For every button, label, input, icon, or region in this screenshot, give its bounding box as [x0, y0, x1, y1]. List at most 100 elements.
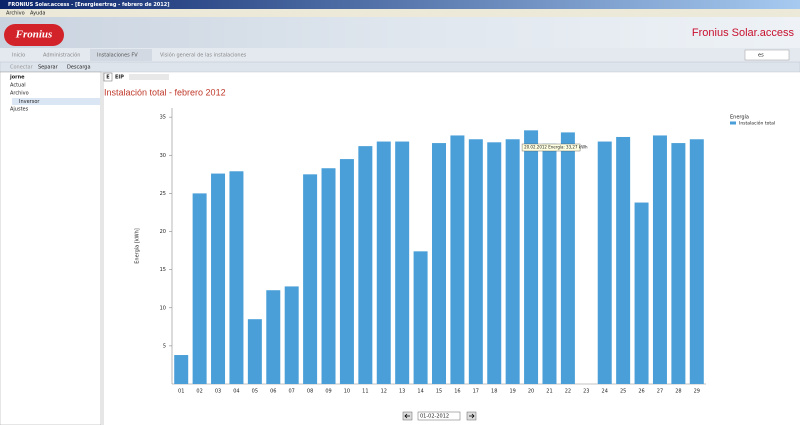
x-tick-label: 07 — [289, 389, 295, 395]
x-tick-label: 16 — [454, 389, 460, 395]
bar — [671, 143, 686, 384]
x-tick-label: 19 — [509, 389, 515, 395]
product-name: Fronius Solar.access — [692, 27, 795, 39]
y-tick-label: 35 — [160, 115, 166, 121]
x-tick-label: 08 — [307, 389, 313, 395]
date-select[interactable] — [417, 411, 461, 421]
menu-item[interactable]: Archivo — [6, 11, 25, 17]
x-tick-label: 15 — [436, 389, 442, 395]
bar — [597, 141, 612, 384]
bar — [266, 290, 281, 384]
language-label: es — [758, 53, 764, 59]
bar — [247, 319, 262, 384]
bar — [303, 174, 318, 384]
tree-selection — [12, 98, 100, 105]
date-value: 01-02-2012 — [420, 414, 449, 420]
toolbar-button[interactable]: Descarga — [67, 65, 91, 71]
x-tick-label: 13 — [399, 389, 405, 395]
bar — [211, 173, 226, 384]
tree-root[interactable]: jorne — [9, 75, 25, 81]
x-tick-label: 04 — [233, 389, 239, 395]
tab[interactable]: Administración — [43, 52, 80, 59]
toolbar — [0, 61, 800, 73]
bar — [616, 136, 631, 384]
x-tick-label: 09 — [325, 389, 331, 395]
tab[interactable]: Inicio — [12, 53, 25, 59]
legend-entry: Instalación total — [739, 120, 775, 127]
tab-bar — [0, 48, 800, 62]
x-tick-label: 06 — [270, 389, 276, 395]
bar — [395, 141, 410, 384]
x-tick-label: 11 — [362, 389, 368, 395]
toolbar-button[interactable]: Separar — [38, 65, 59, 71]
bar — [505, 139, 520, 384]
language-select[interactable] — [744, 49, 790, 61]
bar — [358, 146, 373, 384]
tree-item[interactable]: Inversor — [19, 99, 40, 105]
banner — [0, 17, 800, 48]
y-tick-label: 10 — [160, 305, 166, 311]
bar — [413, 251, 428, 384]
tab[interactable]: Visión general de las instalaciones — [160, 52, 247, 59]
x-tick-label: 14 — [417, 389, 423, 395]
x-tick-label: 22 — [565, 389, 571, 395]
menu-item[interactable]: Ayuda — [30, 11, 45, 17]
bar — [229, 171, 244, 384]
logo-text: Fronius — [15, 29, 53, 41]
tooltip: 20.02.2012 Energía: 33,27 kWh — [524, 145, 588, 150]
toolbar-button[interactable]: Conectar — [10, 65, 34, 71]
y-tick-label: 30 — [160, 153, 166, 159]
x-tick-label: 18 — [491, 389, 497, 395]
bar — [487, 142, 502, 384]
tooltip-box — [521, 143, 581, 152]
x-tick-label: 10 — [344, 389, 350, 395]
chart-title: Instalación total - febrero 2012 — [104, 87, 226, 97]
chart-tool-icons[interactable] — [129, 74, 169, 80]
next-arrow — [469, 413, 475, 419]
bar — [450, 135, 465, 384]
tree-item[interactable]: Ajustes — [10, 107, 29, 113]
bar — [634, 202, 649, 384]
active-tab — [90, 49, 152, 61]
tree-panel — [0, 71, 102, 425]
chart-tool-label[interactable]: EIP — [115, 75, 124, 81]
legend-swatch — [730, 121, 736, 125]
logo — [4, 24, 64, 46]
chart-tool[interactable] — [103, 72, 113, 82]
bar — [468, 139, 483, 384]
y-tick-label: 20 — [160, 229, 166, 235]
x-tick-label: 03 — [215, 389, 221, 395]
x-tick-label: 27 — [657, 389, 663, 395]
bar — [339, 159, 354, 384]
y-axis-label: Energía [kWh] — [134, 228, 141, 264]
x-tick-label: 01 — [178, 389, 184, 395]
legend-title: Energía — [730, 114, 749, 121]
y-tick-label: 5 — [163, 343, 166, 349]
tree-item[interactable]: Archivo — [10, 91, 29, 97]
x-tick-label: 26 — [638, 389, 644, 395]
x-tick-label: 25 — [620, 389, 626, 395]
tree-item[interactable]: Actual — [10, 83, 26, 89]
bar — [321, 168, 336, 384]
x-tick-label: 23 — [583, 389, 589, 395]
x-tick-label: 21 — [546, 389, 552, 395]
bar — [652, 135, 667, 384]
bar — [192, 193, 207, 384]
y-tick-label: 25 — [160, 191, 166, 197]
bar — [284, 286, 299, 384]
bar — [560, 132, 575, 384]
bar — [524, 130, 539, 384]
x-tick-label: 12 — [381, 389, 387, 395]
title-bar — [0, 0, 800, 9]
bar — [689, 139, 704, 384]
x-tick-label: 28 — [675, 389, 681, 395]
menu-bar — [0, 9, 800, 17]
bar — [432, 143, 446, 384]
x-tick-label: 05 — [252, 389, 258, 395]
tab[interactable]: Instalaciones FV — [97, 53, 138, 59]
bar — [542, 143, 557, 384]
bar — [174, 355, 189, 384]
y-tick-label: 15 — [160, 267, 166, 273]
chart-tool-label: E — [106, 75, 110, 81]
